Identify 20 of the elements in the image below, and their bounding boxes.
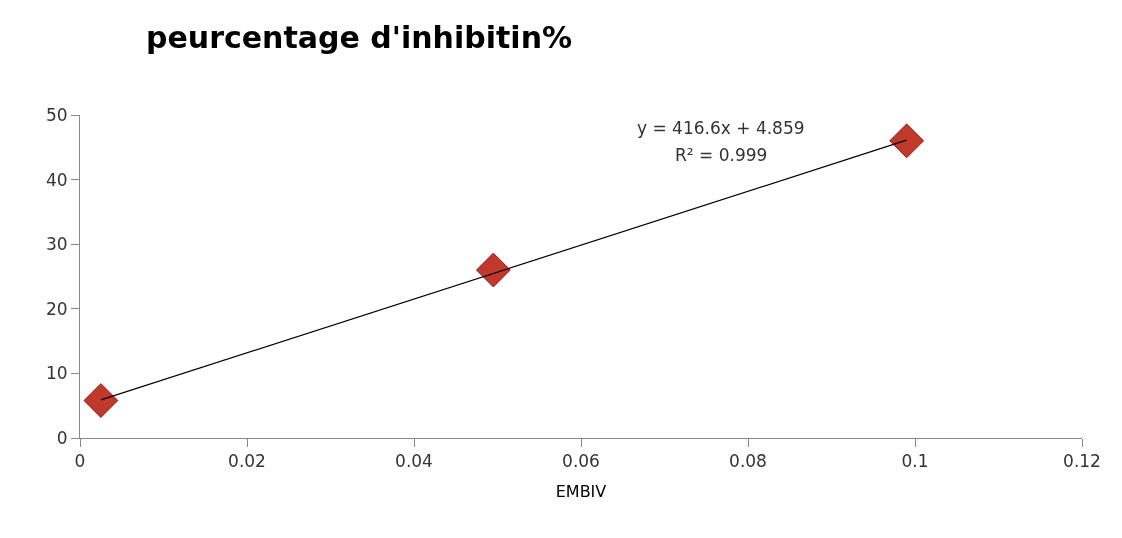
point: [475, 252, 511, 288]
x-tick-label: 0.08: [729, 451, 767, 472]
y-tick-label: 50: [45, 104, 68, 125]
chart-title: peurcentage d'inhibitin%: [146, 20, 573, 56]
x-tick-label: 0.06: [562, 451, 600, 472]
x-tick-label: 0.02: [228, 451, 266, 472]
annotation: R² = 0.999: [675, 145, 768, 165]
x-tick-label: 0.1: [901, 451, 929, 472]
y-tick-label: 10: [45, 363, 68, 384]
point: [889, 123, 925, 159]
y-tick-label: 40: [45, 169, 68, 190]
annotation: y = 416.6x + 4.859: [637, 118, 805, 138]
y-tick-label: 30: [45, 234, 68, 255]
x-tick-label: 0.12: [1063, 451, 1101, 472]
y-tick-label: 20: [45, 298, 68, 319]
x-tick-label: 0.04: [395, 451, 433, 472]
x-tick-label: 0: [74, 451, 86, 472]
x-axis-title: EMBIV: [555, 482, 607, 502]
point: [83, 383, 119, 418]
y-tick-label: 0: [56, 427, 68, 448]
